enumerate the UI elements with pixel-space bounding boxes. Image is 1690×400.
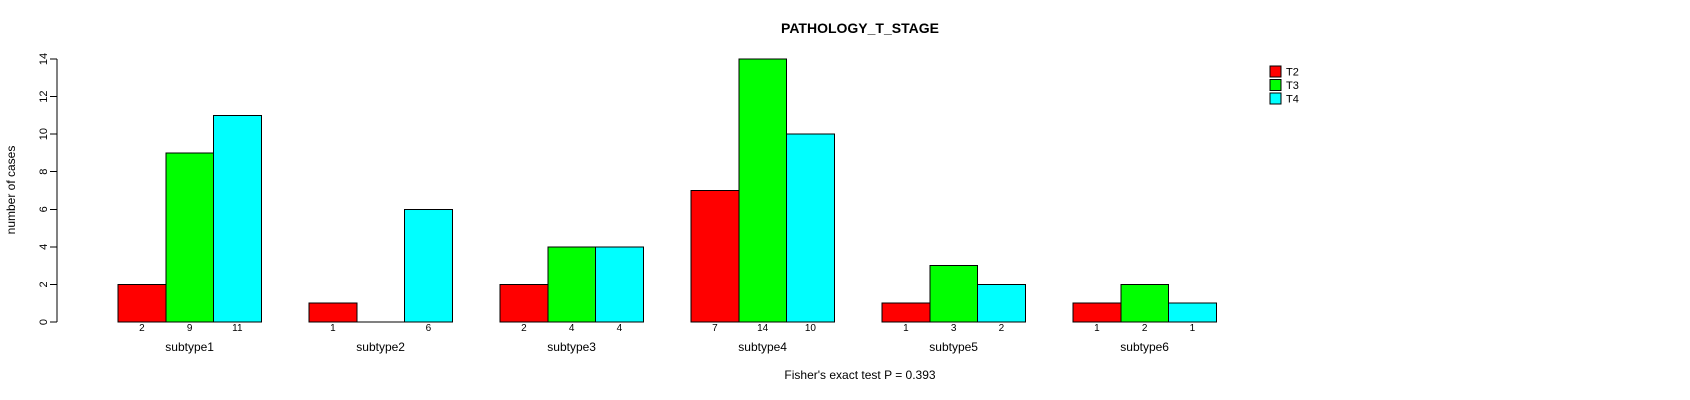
legend-label: T3 [1286, 80, 1299, 92]
bar-value-label: 2 [1142, 323, 1148, 334]
legend-swatch [1269, 65, 1282, 78]
bar-value-label: 7 [712, 323, 718, 334]
bar [1072, 302, 1122, 323]
y-tick-label: 4 [38, 244, 50, 250]
bar-value-label: 9 [187, 323, 193, 334]
bar [165, 152, 214, 323]
category-label: subtype5 [929, 340, 978, 354]
y-tick-label: 14 [38, 53, 50, 65]
bar-value-label: 14 [757, 323, 769, 334]
bar [404, 208, 453, 323]
bar [881, 302, 931, 323]
bar [1120, 283, 1169, 323]
legend-swatch [1269, 78, 1282, 91]
bar [690, 190, 740, 323]
bar-value-label: 11 [232, 323, 243, 334]
bar-value-label: 4 [569, 323, 575, 334]
bar [499, 283, 549, 323]
category-label: subtype6 [1120, 340, 1169, 354]
bar-value-label: 1 [1190, 323, 1196, 334]
y-tick-label: 10 [38, 128, 50, 140]
bar [929, 265, 978, 323]
y-tick-label: 6 [38, 206, 50, 212]
bar-value-label: 2 [521, 323, 527, 334]
legend-label: T2 [1286, 67, 1299, 79]
bar-value-label: 1 [1094, 323, 1100, 334]
bar [595, 246, 644, 323]
bar-value-label: 6 [426, 323, 432, 334]
bar [308, 302, 358, 323]
category-label: subtype2 [356, 340, 405, 354]
category-label: subtype4 [738, 340, 787, 354]
bar-value-label: 10 [805, 323, 817, 334]
bar [547, 246, 596, 323]
bar-value-label: 4 [617, 323, 623, 334]
y-tick-label: 8 [38, 169, 50, 175]
legend-label: T4 [1286, 93, 1299, 105]
legend-swatch [1269, 92, 1282, 105]
category-label: subtype1 [165, 340, 214, 354]
bar [117, 283, 167, 323]
bar-value-label: 1 [903, 323, 909, 334]
bar-value-label: 2 [139, 323, 145, 334]
bar [738, 58, 787, 323]
y-tick-label: 0 [38, 319, 50, 325]
bar [1168, 302, 1217, 323]
annotation-text: Fisher's exact test P = 0.393 [784, 368, 935, 382]
bar-value-label: 3 [951, 323, 957, 334]
y-tick-label: 12 [38, 90, 50, 102]
category-label: subtype3 [547, 340, 596, 354]
bar [213, 114, 262, 323]
chart-title: PATHOLOGY_T_STAGE [781, 20, 939, 36]
bar-value-label: 2 [999, 323, 1005, 334]
bar [977, 283, 1026, 323]
y-tick-label: 2 [38, 281, 50, 287]
y-axis-title: number of cases [4, 146, 18, 235]
bar [786, 133, 835, 323]
bar-value-label: 1 [330, 323, 336, 334]
